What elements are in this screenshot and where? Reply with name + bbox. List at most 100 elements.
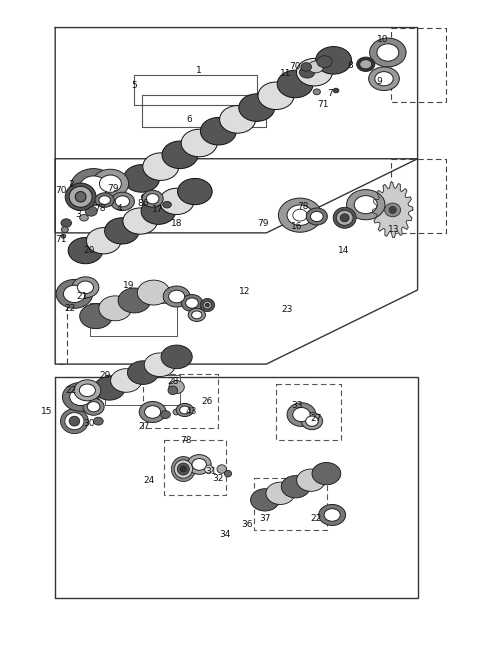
Ellipse shape [203,301,212,309]
Polygon shape [372,182,413,237]
Ellipse shape [85,206,97,216]
Ellipse shape [68,237,103,264]
Ellipse shape [142,194,149,199]
Text: 22: 22 [310,514,322,523]
Ellipse shape [143,153,179,180]
Text: 43: 43 [185,407,197,417]
Ellipse shape [80,215,88,221]
Ellipse shape [178,178,212,205]
Ellipse shape [316,47,351,74]
Text: 22: 22 [64,304,75,313]
Ellipse shape [94,377,125,400]
Ellipse shape [61,234,66,238]
Text: 71: 71 [56,235,67,244]
Ellipse shape [86,228,121,254]
Ellipse shape [217,464,227,474]
Text: 6: 6 [187,115,192,124]
Ellipse shape [173,409,180,415]
Ellipse shape [192,459,206,470]
Text: 23: 23 [281,305,293,314]
Ellipse shape [313,89,321,94]
Text: 30: 30 [83,419,95,428]
Text: 9: 9 [376,77,382,87]
Ellipse shape [83,398,104,415]
Ellipse shape [200,298,215,312]
Ellipse shape [65,183,96,211]
Ellipse shape [92,169,129,198]
Text: 79: 79 [107,184,119,194]
Text: 34: 34 [219,530,230,539]
Ellipse shape [287,205,313,226]
Ellipse shape [306,208,327,225]
Ellipse shape [301,413,323,430]
Ellipse shape [115,196,130,207]
Ellipse shape [357,57,375,72]
Ellipse shape [72,277,99,298]
Ellipse shape [105,218,139,244]
Text: 1: 1 [196,66,202,75]
Text: 12: 12 [239,287,251,297]
Ellipse shape [80,176,108,198]
Ellipse shape [293,209,307,221]
Ellipse shape [61,226,69,232]
Ellipse shape [219,106,256,133]
Ellipse shape [277,70,313,98]
Ellipse shape [200,117,236,145]
Ellipse shape [258,82,294,110]
Ellipse shape [180,406,190,414]
Ellipse shape [188,308,205,321]
Ellipse shape [61,218,72,228]
Ellipse shape [389,207,396,213]
Ellipse shape [162,141,198,169]
Text: 20: 20 [83,246,95,255]
Ellipse shape [306,416,318,426]
Ellipse shape [312,462,341,485]
Ellipse shape [87,401,100,412]
Text: 10: 10 [377,35,389,44]
Text: 15: 15 [41,407,53,417]
Text: 19: 19 [123,281,134,290]
Text: 17: 17 [152,205,163,215]
Ellipse shape [144,405,161,419]
Ellipse shape [56,279,93,308]
Text: 3: 3 [75,210,81,219]
Ellipse shape [266,482,295,504]
Ellipse shape [124,165,159,192]
Ellipse shape [278,198,322,232]
Text: 79: 79 [257,218,269,228]
Ellipse shape [70,388,92,405]
Text: 29: 29 [99,371,110,380]
Text: 78: 78 [94,204,106,213]
Ellipse shape [317,56,332,68]
Ellipse shape [123,208,157,234]
Text: 31: 31 [205,466,217,476]
Ellipse shape [80,304,112,329]
Text: 24: 24 [143,476,155,485]
Ellipse shape [94,417,103,425]
Ellipse shape [161,411,170,419]
Ellipse shape [139,401,166,422]
Ellipse shape [178,463,189,475]
Ellipse shape [111,369,142,392]
Ellipse shape [180,466,186,472]
Ellipse shape [186,298,198,308]
Ellipse shape [319,504,346,525]
Text: 8: 8 [348,61,353,70]
Ellipse shape [159,188,194,215]
Text: 5: 5 [132,81,137,90]
Text: 26: 26 [202,397,213,406]
Ellipse shape [287,403,316,426]
Ellipse shape [74,380,101,401]
Ellipse shape [71,169,117,205]
Ellipse shape [377,44,399,61]
Ellipse shape [62,382,99,411]
Ellipse shape [144,353,176,377]
Text: 7: 7 [327,89,333,98]
Ellipse shape [161,345,192,369]
Ellipse shape [168,386,178,394]
Text: 36: 36 [241,520,253,529]
Ellipse shape [79,384,96,397]
Text: 21: 21 [76,292,87,301]
Text: 71: 71 [317,100,328,110]
Ellipse shape [118,288,151,313]
